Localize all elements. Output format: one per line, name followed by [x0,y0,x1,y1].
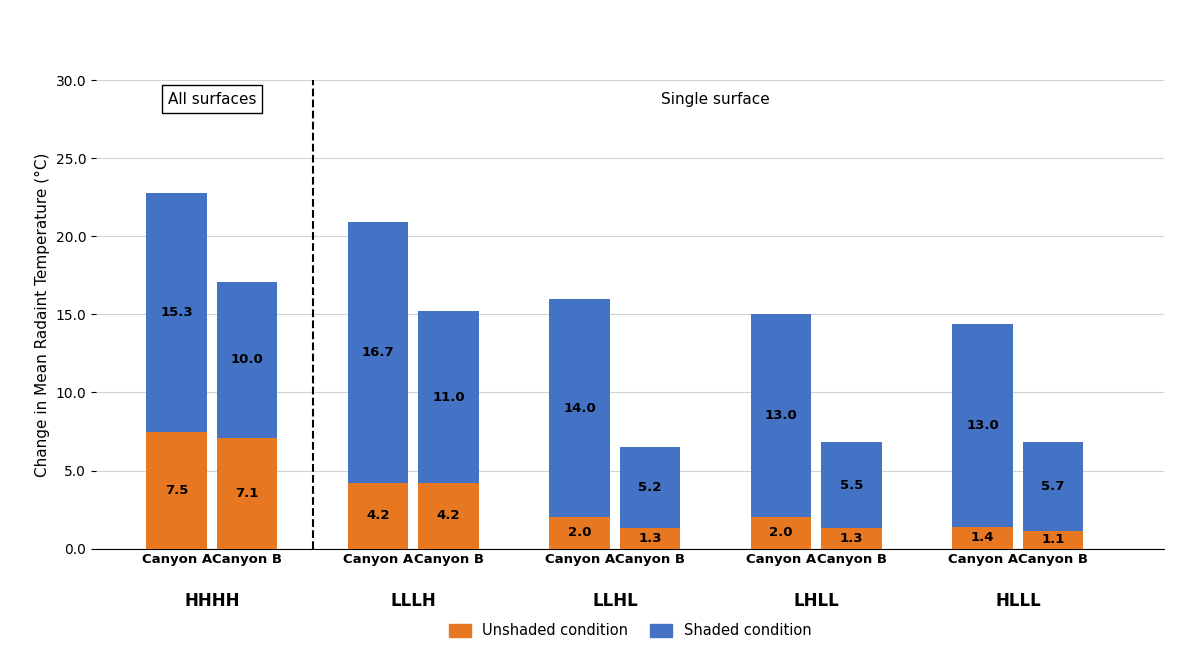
Bar [953,527,1013,549]
Bar [419,483,479,549]
Bar [348,222,408,483]
Text: 13.0: 13.0 [764,409,798,422]
Text: 4.2: 4.2 [437,509,461,522]
Bar [822,529,882,549]
Text: 4.2: 4.2 [366,509,390,522]
Text: 5.5: 5.5 [840,479,863,492]
Text: All surfaces: All surfaces [168,92,256,106]
Bar [419,311,479,483]
Text: 13.0: 13.0 [966,419,1000,432]
Bar [146,432,206,549]
Text: 11.0: 11.0 [432,391,464,403]
Legend: Unshaded condition, Shaded condition: Unshaded condition, Shaded condition [443,617,817,644]
Text: 1.3: 1.3 [840,532,864,545]
Text: 5.2: 5.2 [638,481,662,494]
Bar [348,483,408,549]
Bar [217,282,277,438]
Text: LHLL: LHLL [793,592,839,610]
Text: 1.3: 1.3 [638,532,662,545]
Y-axis label: Change in Mean Radaint Temperature (°C): Change in Mean Radaint Temperature (°C) [35,153,50,476]
Text: 14.0: 14.0 [563,401,596,415]
Text: HHHH: HHHH [184,592,240,610]
Text: 7.1: 7.1 [235,486,259,500]
Bar [146,193,206,432]
Bar [953,324,1013,527]
Bar [217,438,277,549]
Text: 2.0: 2.0 [769,527,793,539]
Bar [550,517,610,549]
Text: Single surface: Single surface [661,92,770,106]
Bar [751,517,811,549]
Bar [620,529,680,549]
Text: 5.7: 5.7 [1042,480,1064,494]
Text: 2.0: 2.0 [568,527,592,539]
Text: 1.4: 1.4 [971,531,995,544]
Text: 16.7: 16.7 [362,346,395,359]
Text: 7.5: 7.5 [164,484,188,496]
Bar [1022,442,1084,531]
Text: LLLH: LLLH [390,592,437,610]
Text: HLLL: HLLL [995,592,1040,610]
Bar [1022,531,1084,549]
Bar [550,299,610,517]
Text: 15.3: 15.3 [161,306,193,318]
Bar [620,447,680,529]
Text: 10.0: 10.0 [230,353,264,366]
Text: LLHL: LLHL [592,592,637,610]
Bar [751,314,811,517]
Text: 1.1: 1.1 [1042,533,1064,547]
Bar [822,442,882,529]
